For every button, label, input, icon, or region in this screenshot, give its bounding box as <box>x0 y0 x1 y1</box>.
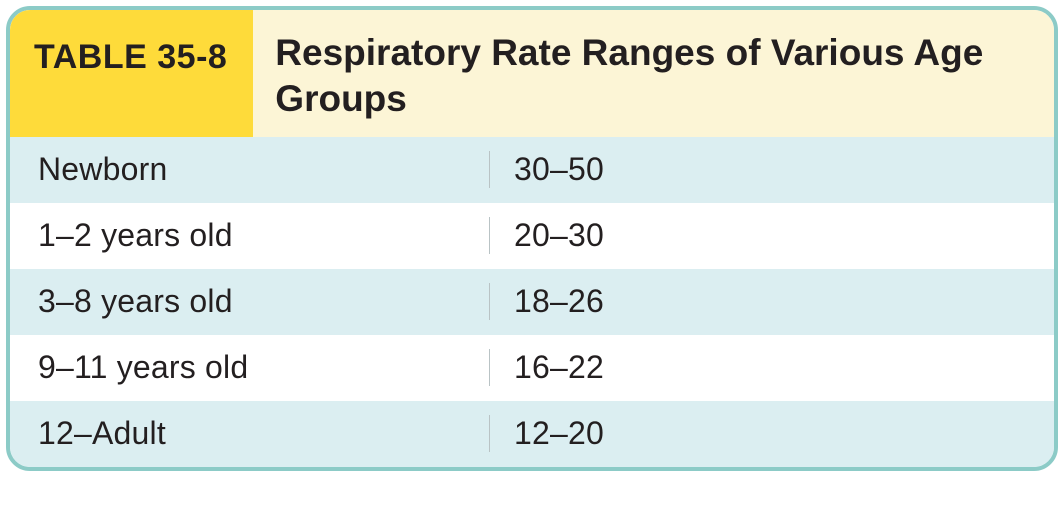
table-card: TABLE 35-8 Respiratory Rate Ranges of Va… <box>6 6 1058 471</box>
table-number-label: TABLE 35-8 <box>10 10 253 137</box>
age-group-cell: Newborn <box>10 151 490 188</box>
table-row: 1–2 years old 20–30 <box>10 203 1054 269</box>
rate-cell: 18–26 <box>490 283 1054 320</box>
age-group-cell: 1–2 years old <box>10 217 490 254</box>
table-header: TABLE 35-8 Respiratory Rate Ranges of Va… <box>10 10 1054 137</box>
rate-cell: 16–22 <box>490 349 1054 386</box>
rate-cell: 12–20 <box>490 415 1054 452</box>
rate-cell: 30–50 <box>490 151 1054 188</box>
table-row: 12–Adult 12–20 <box>10 401 1054 467</box>
age-group-cell: 3–8 years old <box>10 283 490 320</box>
table-row: Newborn 30–50 <box>10 137 1054 203</box>
table-row: 3–8 years old 18–26 <box>10 269 1054 335</box>
table-row: 9–11 years old 16–22 <box>10 335 1054 401</box>
table-body: Newborn 30–50 1–2 years old 20–30 3–8 ye… <box>10 137 1054 467</box>
rate-cell: 20–30 <box>490 217 1054 254</box>
age-group-cell: 9–11 years old <box>10 349 490 386</box>
table-title: Respiratory Rate Ranges of Various Age G… <box>253 10 1054 137</box>
age-group-cell: 12–Adult <box>10 415 490 452</box>
